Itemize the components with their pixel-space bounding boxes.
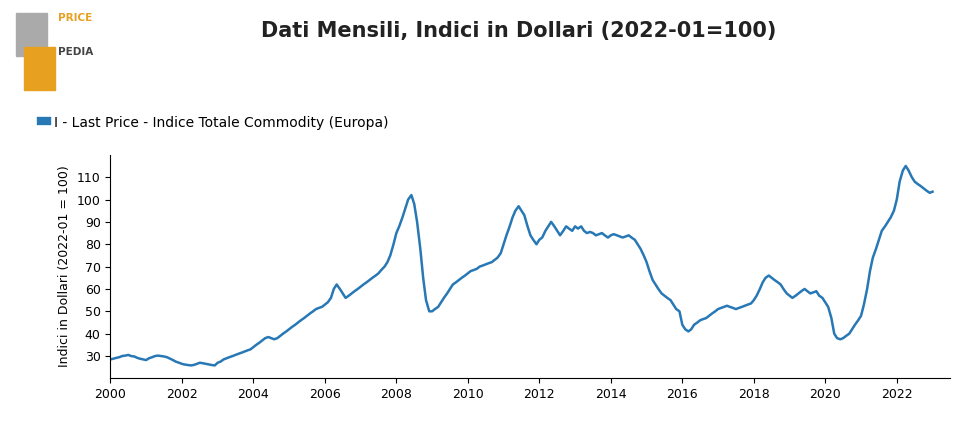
- Y-axis label: Indici in Dollari (2022-01 = 100): Indici in Dollari (2022-01 = 100): [59, 166, 71, 368]
- FancyBboxPatch shape: [16, 13, 47, 56]
- FancyBboxPatch shape: [24, 47, 55, 90]
- Text: PRICE: PRICE: [59, 13, 93, 23]
- Legend: I - Last Price - Indice Totale Commodity (Europa): I - Last Price - Indice Totale Commodity…: [36, 110, 394, 135]
- Text: PEDIA: PEDIA: [59, 47, 94, 57]
- Text: Dati Mensili, Indici in Dollari (2022-01=100): Dati Mensili, Indici in Dollari (2022-01…: [261, 22, 776, 42]
